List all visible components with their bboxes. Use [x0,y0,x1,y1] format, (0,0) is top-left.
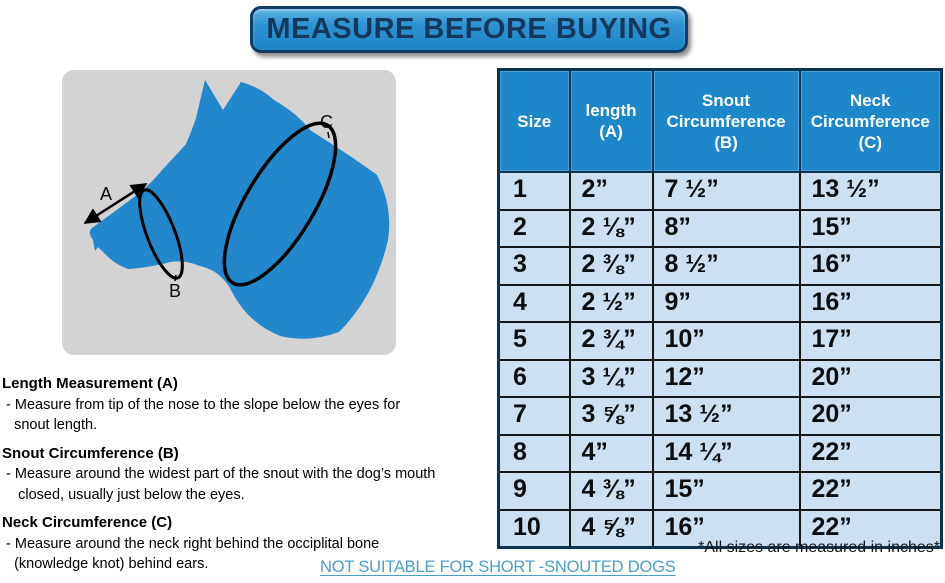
size-table-header: Size length (A) Snout Circumference (B) … [497,68,943,173]
label-c-tick [327,131,330,139]
instruction-body: - Measure around the widest part of the … [6,466,436,503]
units-footnote: *All sizes are measured in inches* [698,539,940,556]
banner-label: MEASURE BEFORE BUYING [266,13,672,45]
table-cell: 10” [651,321,801,361]
instruction-body: - Measure from tip of the nose to the sl… [6,396,401,434]
measure-before-buying-banner: MEASURE BEFORE BUYING [250,6,688,53]
table-cell: 3 ¼” [568,358,654,398]
table-row: 8 4” 14 ¼” 22” [497,433,943,473]
table-cell: 8 ½” [651,246,801,286]
table-cell: 4” [568,433,654,473]
table-cell: 2” [568,171,654,211]
table-cell: 16” [798,283,943,323]
table-cell: 2 ⅜” [568,246,654,286]
table-cell: 20” [798,358,943,398]
table-cell: 12” [651,358,801,398]
column-header-neck: Neck Circumference (C) [798,68,943,173]
table-cell: 13 ½” [651,396,801,436]
table-cell: 6 [497,358,571,398]
table-cell: 22” [798,433,943,473]
instruction-heading: Neck Circumference (C) [2,514,173,531]
table-cell: 10 [497,508,571,549]
table-cell: 2 ⅛” [568,208,654,248]
table-cell: 20” [798,396,943,436]
table-cell: 15” [651,471,801,511]
table-cell: 4 ⅜” [568,471,654,511]
table-cell: 4 [497,283,571,323]
table-cell: 3 ⅝” [568,396,654,436]
instruction-heading: Snout Circumference (B) [2,444,179,462]
dog-head-illustration: A B C [83,80,390,339]
label-b: B [169,281,181,301]
column-header-snout: Snout Circumference (B) [651,68,801,173]
table-cell: 13 ½” [798,171,943,211]
column-header-size: Size [497,68,571,173]
table-cell: 14 ¼” [651,433,801,473]
size-chart-table: Size length (A) Snout Circumference (B) … [497,68,943,549]
table-cell: 5 [497,321,571,361]
label-a: A [100,184,112,204]
table-cell: 22” [798,471,943,511]
table-cell: 2 ¾” [568,321,654,361]
table-cell: 9 [497,471,571,511]
instruction-length: Length Measurement (A) - Measure from ti… [2,374,494,436]
table-cell: 16” [651,508,801,549]
length-measure-arrow [83,182,148,225]
instruction-heading: Length Measurement (A) [2,375,178,392]
dog-measurement-figure: A B C [62,70,396,355]
instruction-neck: Neck Circumference (C) - Measure around … [2,513,494,575]
table-cell: 15” [798,208,943,248]
measurement-instructions: Length Measurement (A) - Measure from ti… [2,374,494,575]
table-cell: 17” [798,321,943,361]
instruction-body: - Measure around the neck right behind t… [6,535,380,573]
table-cell: 8” [651,208,801,248]
size-table-body: 1 2” 7 ½” 13 ½” 2 2 ⅛” 8” 15” 3 2 ⅜” 8 ½” 16” 4 2 ½” 9… [497,171,943,549]
table-cell: 8 [497,433,571,473]
table-cell: 1 [497,171,571,211]
table-cell: 22” [798,508,943,549]
short-snout-warning: NOT SUITABLE FOR SHORT -SNOUTED DOGS [320,558,676,576]
header-row: Size length (A) Snout Circumference (B) … [497,68,943,173]
table-cell: 16” [798,246,943,286]
table-cell: 7 [497,396,571,436]
table-cell: 3 [497,246,571,286]
label-b-tick [174,274,177,282]
snout-circumference-ellipse [138,188,184,280]
table-row: 1 2” 7 ½” 13 ½” [497,171,943,211]
neck-circumference-ellipse [222,121,338,287]
table-row: 10 4 ⅝” 16” 22” [497,508,943,549]
table-cell: 7 ½” [651,171,801,211]
table-cell: 2 ½” [568,283,654,323]
label-c: C [320,112,333,132]
table-cell: 9” [651,283,801,323]
instruction-snout: Snout Circumference (B) - Measure around… [2,444,494,506]
column-header-length: length (A) [568,68,654,173]
table-cell: 2 [497,208,571,248]
table-cell: 4 ⅝” [568,508,654,549]
